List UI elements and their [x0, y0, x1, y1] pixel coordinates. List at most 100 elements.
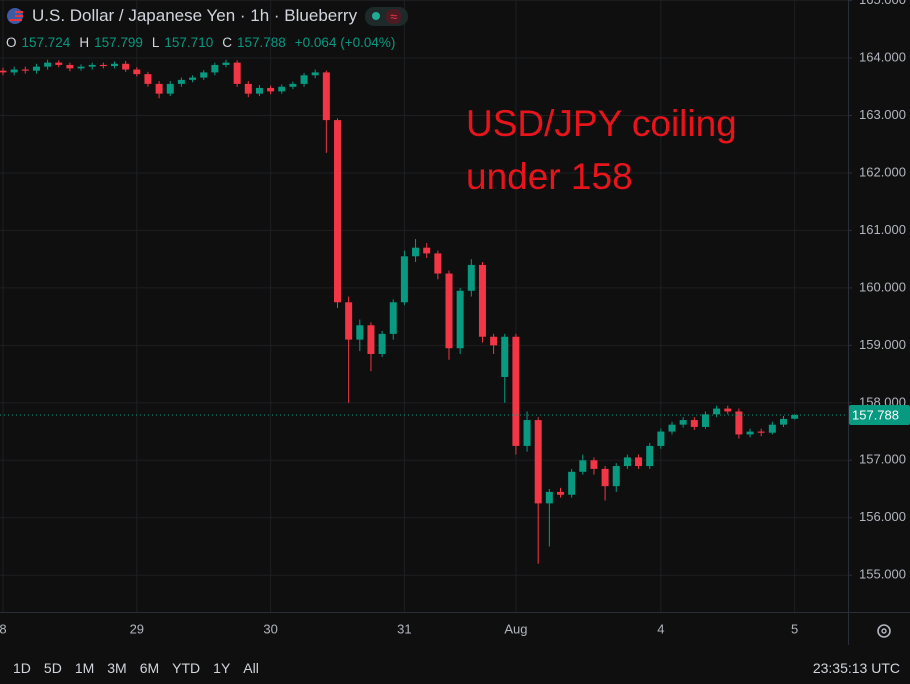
candle-body	[378, 333, 386, 354]
range-button[interactable]: 5D	[43, 660, 62, 676]
ohlc-label: H	[79, 35, 90, 50]
candle-body	[456, 290, 464, 349]
candle-body	[590, 460, 598, 469]
candle-body	[211, 64, 219, 73]
candle-body	[122, 63, 130, 70]
ohlc-label: L	[151, 35, 160, 50]
candle-body	[311, 72, 319, 76]
candle-body	[66, 64, 74, 69]
ohlc-value: 157.799	[94, 35, 143, 50]
candle-body	[523, 420, 531, 446]
candle-body	[478, 264, 486, 337]
candle-body	[77, 66, 85, 69]
candle-body	[289, 83, 297, 87]
x-tick-label: 4	[657, 621, 664, 636]
candle-body	[166, 83, 174, 94]
x-tick-label: Aug	[504, 621, 527, 636]
candle-body	[467, 264, 475, 291]
range-button[interactable]: YTD	[172, 660, 201, 676]
candle-body	[55, 62, 63, 65]
candle-body	[490, 336, 498, 346]
candle-body	[713, 408, 721, 415]
candle-body	[189, 77, 197, 80]
candle-body	[400, 256, 408, 303]
candle-body	[512, 336, 520, 446]
y-tick-label: 156.000	[859, 509, 906, 524]
candle-body	[534, 420, 542, 504]
y-tick-label: 157.000	[859, 452, 906, 467]
candle-body	[724, 408, 732, 412]
y-tick-label: 164.000	[859, 49, 906, 64]
candle-body	[267, 87, 275, 92]
last-price-tag	[849, 405, 910, 426]
ohlc-label: C	[222, 35, 232, 50]
candle-body	[10, 69, 18, 73]
candle-body	[557, 491, 564, 495]
candle-body	[244, 83, 252, 94]
candle-body	[646, 445, 654, 467]
y-tick-label: 159.000	[859, 337, 906, 352]
candle-body	[668, 424, 676, 432]
candle-body	[233, 62, 241, 84]
candle-body	[300, 75, 308, 84]
grid	[0, 0, 848, 612]
candle-body	[434, 253, 442, 274]
candle-body	[701, 414, 709, 427]
candle-body	[735, 411, 743, 435]
range-button[interactable]: 1M	[74, 660, 95, 676]
candle-body	[679, 420, 687, 425]
settings-icon-core	[881, 628, 887, 634]
candle-body	[746, 431, 754, 435]
candle-body	[278, 86, 286, 92]
candle-body	[155, 83, 163, 94]
candle-body	[133, 69, 141, 75]
ohlc-row: O 157.724 H 157.799 L 157.710 C 157.788 +0.064 (…	[6, 35, 408, 50]
candle-body	[322, 72, 330, 121]
toolbar: 1D 5D 1M 3M 6M YTD 1Y All 23:35:13 UTC	[0, 652, 910, 684]
candle-body	[612, 466, 620, 487]
annotation: under 158	[466, 156, 633, 197]
change-value: +0.064 (+0.04%)	[294, 35, 396, 50]
x-tick-label: 5	[791, 621, 798, 636]
ohlc-value: 157.788	[236, 35, 286, 50]
range-button[interactable]: All	[243, 660, 259, 676]
range-button[interactable]: 6M	[139, 660, 160, 676]
y-tick-label: 160.000	[859, 279, 906, 294]
range-button[interactable]: 1D	[13, 660, 31, 676]
candle-body	[222, 62, 230, 65]
candle-body	[99, 64, 107, 67]
flag-icon	[7, 8, 23, 24]
candle-body	[367, 325, 375, 354]
range-button[interactable]: 3M	[107, 660, 127, 676]
candle-body	[635, 457, 643, 467]
candle-body	[780, 418, 787, 425]
candle-body	[768, 424, 776, 433]
y-tick-label: 162.000	[859, 164, 906, 179]
candle-body	[255, 87, 263, 94]
settings-icon[interactable]	[877, 624, 891, 638]
candle-body	[334, 120, 341, 303]
x-tick-label: 29	[130, 621, 144, 636]
candle-body	[412, 247, 420, 257]
candle-body	[44, 62, 52, 67]
candle-body	[32, 66, 40, 71]
candle-body	[356, 325, 364, 340]
x-tick-label: 8	[0, 621, 7, 636]
candle-body	[601, 468, 609, 487]
symbol-title: U.S. Dollar / Japanese Yen · 1h · Bluebe…	[32, 6, 358, 25]
title-row: U.S. Dollar / Japanese Yen · 1h · Bluebe…	[6, 6, 409, 26]
header: U.S. Dollar / Japanese Yen · 1h · Bluebe…	[6, 6, 409, 50]
candle-body	[501, 336, 509, 377]
candle-body	[791, 415, 799, 419]
candle-body	[757, 431, 765, 433]
candle-body	[545, 491, 553, 504]
candle-body	[657, 431, 665, 446]
ohlc-value: 157.724	[21, 35, 71, 50]
ohlc-value: 157.710	[164, 35, 214, 50]
candle-body	[111, 63, 118, 67]
range-button[interactable]: 1Y	[213, 660, 231, 676]
y-tick-label: 161.000	[859, 222, 906, 237]
status-badge[interactable]: ≈	[365, 6, 409, 26]
